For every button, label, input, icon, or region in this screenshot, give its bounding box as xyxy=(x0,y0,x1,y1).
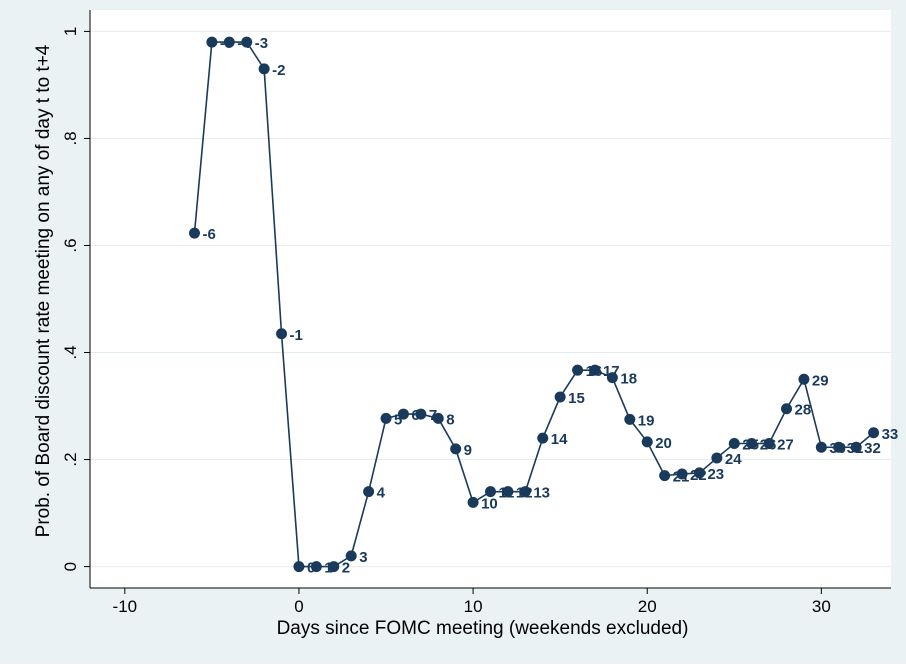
data-label-17: 11 xyxy=(499,485,515,502)
data-point-21 xyxy=(554,391,566,403)
data-label-25: 19 xyxy=(638,412,655,429)
data-point-35 xyxy=(798,373,810,385)
data-label-9: 3 xyxy=(359,549,367,566)
data-label-38: 32 xyxy=(864,440,881,457)
data-label-0: -6 xyxy=(202,226,215,243)
x-tick-label-4: 30 xyxy=(812,597,831,616)
data-label-39: 33 xyxy=(882,426,899,443)
data-point-6 xyxy=(293,561,305,573)
data-label-26: 20 xyxy=(655,435,672,452)
data-point-10 xyxy=(363,486,375,498)
data-label-33: 27 xyxy=(777,437,794,454)
data-point-23 xyxy=(589,364,601,376)
data-point-38 xyxy=(850,441,862,453)
data-label-28: 22 xyxy=(690,467,707,484)
data-label-4: -2 xyxy=(272,62,285,79)
y-tick-label-1: .2 xyxy=(61,452,80,466)
data-point-31 xyxy=(728,438,740,449)
data-point-5 xyxy=(276,328,288,340)
data-point-14 xyxy=(432,412,444,424)
x-tick-label-3: 20 xyxy=(638,597,657,616)
data-label-37: 31 xyxy=(847,440,864,457)
y-tick-label-5: 1 xyxy=(61,27,80,36)
data-point-37 xyxy=(833,441,845,453)
data-label-30: 24 xyxy=(725,451,742,468)
data-point-9 xyxy=(345,550,357,562)
data-point-28 xyxy=(676,468,688,480)
data-label-20: 14 xyxy=(551,431,568,448)
y-tick-label-2: .4 xyxy=(61,345,80,359)
data-point-29 xyxy=(693,467,705,479)
data-label-27: 21 xyxy=(673,469,690,486)
series-line xyxy=(193,41,875,568)
data-label-15: 9 xyxy=(464,442,472,459)
data-point-7 xyxy=(310,561,322,573)
data-point-13 xyxy=(415,408,427,420)
grid-lines xyxy=(90,30,891,568)
x-tick-label-2: 10 xyxy=(464,597,483,616)
data-point-26 xyxy=(641,436,653,448)
data-point-19 xyxy=(519,486,531,498)
x-tick-label-1: 0 xyxy=(294,597,303,616)
data-point-2 xyxy=(223,36,235,48)
data-label-13: 7 xyxy=(429,407,437,424)
data-point-12 xyxy=(397,408,409,420)
data-label-36: 30 xyxy=(829,440,846,457)
data-label-12: 6 xyxy=(411,407,419,424)
data-label-19: 13 xyxy=(533,485,550,502)
data-point-3 xyxy=(241,36,253,48)
data-label-21: 15 xyxy=(568,390,585,407)
data-point-34 xyxy=(781,403,793,415)
data-label-18: 12 xyxy=(516,485,533,502)
data-point-25 xyxy=(624,413,636,425)
data-point-27 xyxy=(659,470,671,482)
data-label-23: 17 xyxy=(603,363,620,380)
data-label-8: 2 xyxy=(342,560,350,577)
data-point-16 xyxy=(467,496,479,508)
data-label-31: 25 xyxy=(742,437,759,454)
data-label-32: 26 xyxy=(760,437,777,454)
data-point-17 xyxy=(485,486,496,498)
data-label-11: 5 xyxy=(394,411,402,428)
data-point-15 xyxy=(450,443,462,455)
y-axis-title: Prob. of Board discount rate meeting on … xyxy=(33,44,54,537)
y-tick-label-4: .8 xyxy=(61,131,80,145)
data-point-8 xyxy=(328,561,340,573)
data-label-1: -5 xyxy=(220,35,233,52)
data-point-30 xyxy=(711,452,723,464)
data-point-22 xyxy=(572,364,584,376)
data-point-33 xyxy=(763,438,775,449)
y-tick-label-0: 0 xyxy=(61,562,80,571)
data-point-24 xyxy=(606,372,618,384)
data-point-32 xyxy=(746,438,758,449)
data-label-16: 10 xyxy=(481,495,498,512)
data-label-35: 29 xyxy=(812,372,829,389)
data-label-3: -3 xyxy=(255,35,268,52)
y-tick-label-3: .6 xyxy=(61,238,80,252)
data-point-36 xyxy=(815,441,827,453)
data-label-5: -1 xyxy=(290,327,303,344)
data-point-1 xyxy=(206,36,218,48)
data-label-29: 23 xyxy=(707,466,724,483)
data-point-4 xyxy=(258,63,270,75)
data-point-20 xyxy=(537,432,549,444)
data-label-10: 4 xyxy=(377,485,386,502)
data-label-22: 16 xyxy=(586,363,603,380)
data-label-14: 8 xyxy=(446,411,454,428)
data-label-6: 0 xyxy=(307,560,315,577)
data-label-7: 1 xyxy=(324,560,332,577)
data-label-34: 28 xyxy=(795,402,812,419)
data-label-2: -4 xyxy=(237,35,251,52)
axes: 0.2.4.6.81-10 0 10 20 30 xyxy=(61,10,891,616)
x-axis-title: Days since FOMC meeting (weekends exclud… xyxy=(277,618,689,639)
data-point-18 xyxy=(502,486,514,498)
data-label-24: 18 xyxy=(620,371,637,388)
x-tick-label-0: -10 xyxy=(113,597,138,616)
data-point-39 xyxy=(868,427,880,439)
data-point-0 xyxy=(188,227,200,239)
data-point-11 xyxy=(380,412,392,424)
